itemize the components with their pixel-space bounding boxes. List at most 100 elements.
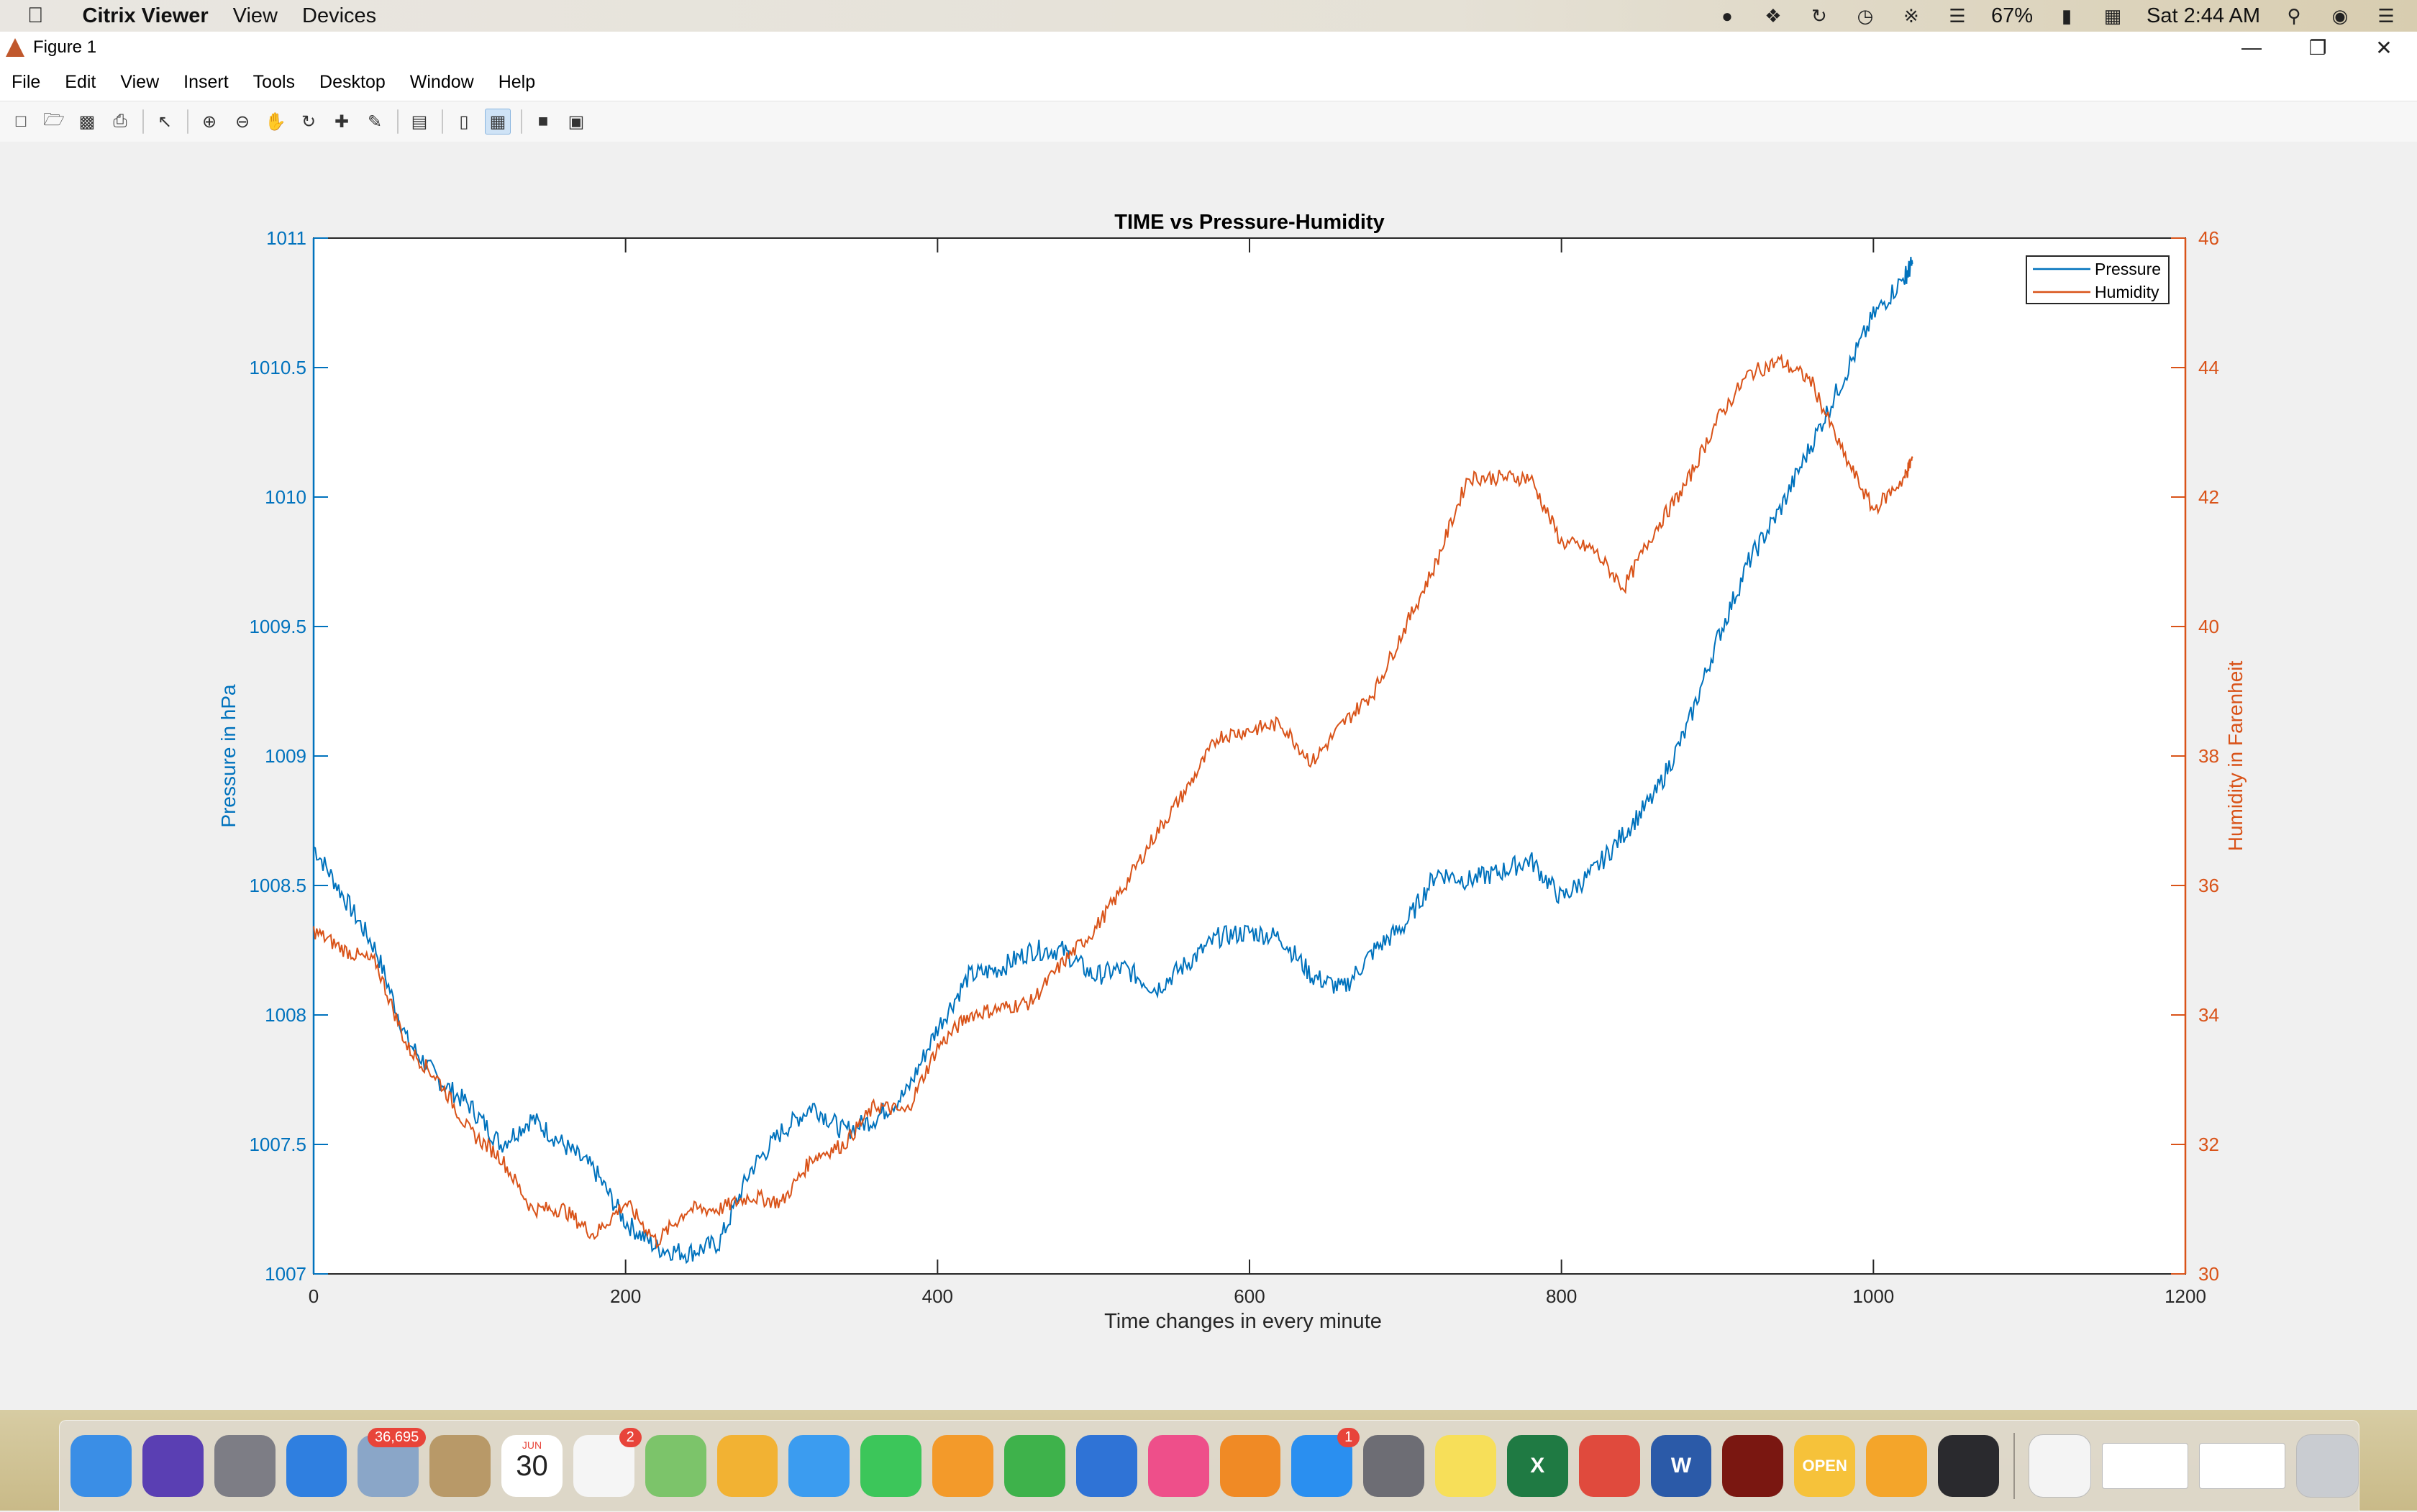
notes-icon[interactable] [1435, 1435, 1496, 1497]
menu-tools[interactable]: Tools [252, 71, 296, 92]
matlab-icon[interactable] [1866, 1435, 1927, 1497]
print-icon[interactable]: ⎙ [113, 111, 127, 131]
menu-devices[interactable]: Devices [286, 4, 376, 27]
window-thumb-2[interactable] [2198, 1443, 2286, 1489]
show-plot-tools-icon[interactable]: ▣ [568, 111, 585, 132]
pages-icon[interactable] [932, 1435, 993, 1497]
photos-icon[interactable] [716, 1435, 778, 1497]
notification-badge: 36,695 [368, 1428, 427, 1447]
brush-icon[interactable]: ✎ [367, 111, 383, 132]
search-icon[interactable]: ⚲ [2287, 4, 2301, 27]
apple-menu-icon[interactable]:  [27, 4, 44, 28]
menu-insert[interactable]: Insert [183, 71, 229, 92]
calendar-icon[interactable]: ▦ [2103, 4, 2122, 27]
close-icon[interactable]: ✕ [2375, 36, 2393, 59]
menu-help[interactable]: Help [498, 71, 536, 92]
calendar-icon[interactable]: 30 JUN [501, 1435, 563, 1497]
series-line-pressure [313, 257, 1913, 1265]
reminders-icon[interactable]: 2 [573, 1428, 642, 1497]
battery-icon[interactable]: ▮ [2061, 4, 2072, 27]
chrome-icon[interactable] [1578, 1435, 1640, 1497]
y-right-tick-label: 32 [2198, 1134, 2219, 1155]
save-icon[interactable]: ▩ [78, 111, 96, 132]
pointer-icon[interactable]: ↖ [157, 111, 173, 132]
bluetooth-icon[interactable]: ※ [1903, 4, 1919, 27]
wifi-icon[interactable]: ☰ [1949, 4, 1966, 27]
app-store-icon[interactable]: 1 [1291, 1428, 1360, 1497]
open-icon[interactable]: ● [1721, 4, 1733, 27]
dropbox-icon[interactable]: ❖ [1765, 4, 1782, 27]
y-right-tick-label: 38 [2198, 745, 2219, 767]
menu-edit[interactable]: Edit [65, 71, 96, 92]
colorbar-icon[interactable]: ▯ [459, 111, 469, 132]
open-icon[interactable]: 🗁 [43, 109, 65, 129]
y-right-tick-label: 46 [2198, 227, 2219, 249]
legend-label-pressure: Pressure [2095, 260, 2161, 278]
system-preferences-icon[interactable] [1363, 1435, 1425, 1497]
y-right-tick-label: 42 [2198, 486, 2219, 508]
matlab-figure-icon [6, 38, 24, 57]
zoom-out-icon[interactable]: ⊖ [235, 111, 250, 132]
launchpad-icon[interactable] [214, 1435, 276, 1497]
time-machine-icon[interactable]: ◷ [1857, 4, 1874, 27]
y-axis-left-label: Pressure in hPa [217, 684, 240, 828]
menu-view[interactable]: View [217, 4, 278, 27]
rotate-icon[interactable]: ↻ [301, 111, 317, 132]
excel-label: X [1530, 1454, 1545, 1477]
toolbar-separator [397, 109, 399, 134]
legend-icon[interactable]: ▦ [485, 109, 511, 135]
chart-title: TIME vs Pressure-Humidity [1114, 211, 1385, 234]
swirl-icon[interactable]: ↻ [1811, 4, 1827, 27]
y-right-tick-label: 36 [2198, 875, 2219, 896]
toolbar-separator [521, 109, 522, 134]
trash-icon[interactable] [2296, 1434, 2359, 1498]
istat-icon[interactable] [1937, 1435, 1999, 1497]
menu-file[interactable]: File [12, 71, 41, 92]
mail-icon[interactable]: 36,695 [358, 1428, 427, 1497]
itunes-icon[interactable] [1147, 1435, 1209, 1497]
messages-icon[interactable] [788, 1435, 850, 1497]
app-menu-citrix-viewer[interactable]: Citrix Viewer [66, 4, 209, 27]
restore-icon[interactable]: ❐ [2308, 36, 2327, 59]
menu-window[interactable]: Window [409, 71, 474, 92]
menu-desktop[interactable]: Desktop [319, 71, 386, 92]
zoom-in-icon[interactable]: ⊕ [201, 111, 217, 132]
siri-icon[interactable]: ◉ [2331, 4, 2349, 27]
toolbar-separator [142, 109, 144, 134]
excel-icon[interactable]: X [1506, 1435, 1568, 1497]
acrobat-icon[interactable] [1722, 1435, 1784, 1497]
keynote-icon[interactable] [1075, 1435, 1137, 1497]
toolbar-separator [442, 109, 443, 134]
contacts-icon[interactable] [429, 1435, 491, 1497]
open-app-icon[interactable]: OPEN [1794, 1435, 1856, 1497]
siri-icon[interactable] [142, 1435, 204, 1497]
battery-percent: 67% [1990, 4, 2033, 27]
menu-view[interactable]: View [120, 71, 160, 92]
y-left-tick-label: 1007 [265, 1263, 306, 1285]
pan-icon[interactable]: ✋ [265, 111, 286, 132]
safari-icon[interactable] [286, 1435, 347, 1497]
y-left-tick-label: 1008.5 [249, 875, 306, 896]
list-icon[interactable]: ☰ [2377, 4, 2395, 27]
data-cursor-icon[interactable]: ✚ [334, 111, 350, 132]
finder-icon[interactable] [70, 1435, 132, 1497]
new-figure-icon[interactable]: □ [15, 111, 27, 131]
figure-canvas[interactable]: 0 200 400 600 800 1000 1200 1007 1007.5 1008 1008.… [0, 142, 2417, 1410]
plot-svg: 0 200 400 600 800 1000 1200 1007 1007.5 1008 1008.… [217, 211, 2247, 1333]
notification-badge: 2 [619, 1428, 642, 1447]
y-left-tick-label: 1008 [265, 1004, 306, 1026]
y-left-tick-label: 1009.5 [249, 616, 306, 637]
link-plot-icon[interactable]: ▤ [411, 111, 428, 132]
maps-icon[interactable] [645, 1435, 706, 1497]
ibooks-icon[interactable] [1219, 1435, 1281, 1497]
clock[interactable]: Sat 2:44 AM [2147, 4, 2260, 27]
minimize-icon[interactable]: — [2241, 36, 2262, 58]
window-titlebar[interactable]: Figure 1 — ❐ ✕ [0, 32, 2417, 63]
numbers-icon[interactable] [1003, 1435, 1065, 1497]
facetime-icon[interactable] [860, 1435, 922, 1497]
document-stack-icon[interactable] [2028, 1434, 2091, 1498]
window-thumb-1[interactable] [2101, 1443, 2188, 1489]
hide-plot-tools-icon[interactable]: ■ [537, 111, 549, 131]
legend[interactable]: Pressure Humidity [2026, 255, 2170, 304]
word-icon[interactable]: W [1650, 1435, 1712, 1497]
